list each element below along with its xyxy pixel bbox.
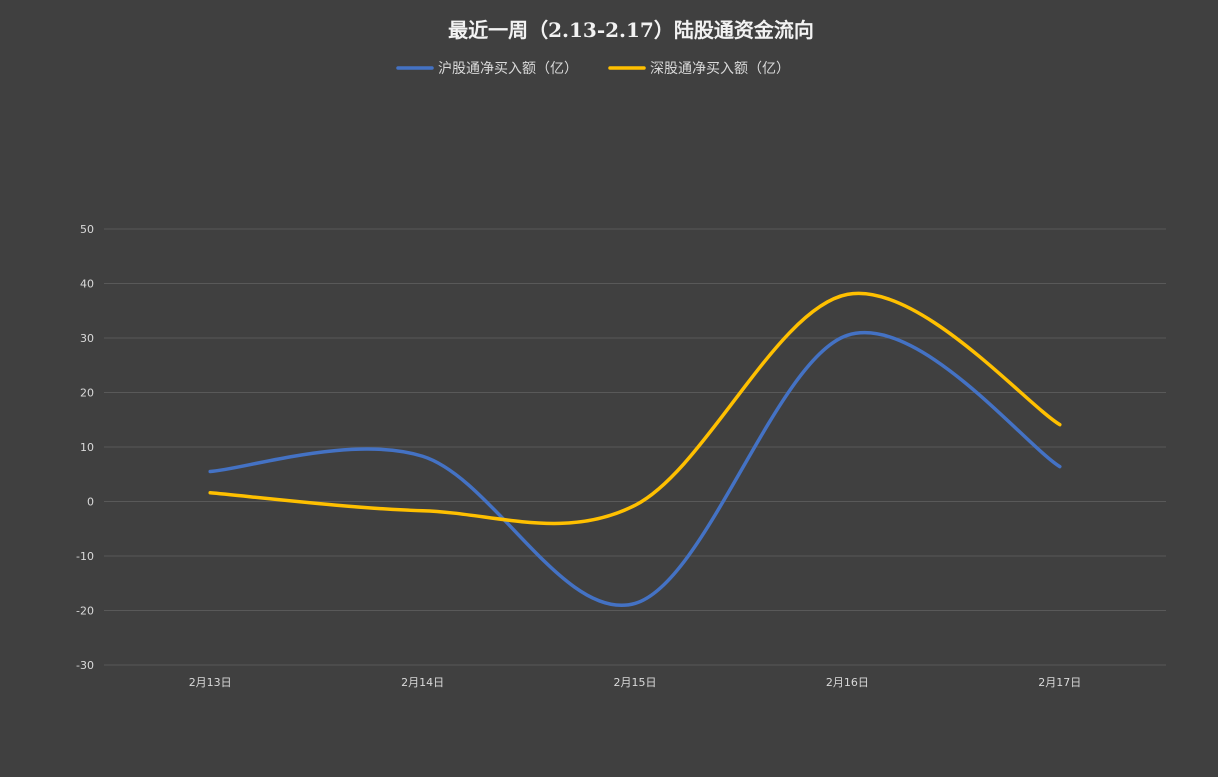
y-tick-label: 40: [80, 278, 94, 291]
y-axis-labels: 50 40 30 20 10 0 -10 -20 -30: [76, 223, 94, 672]
y-tick-label: 10: [80, 441, 94, 454]
legend: 沪股通净买入额（亿） 深股通净买入额（亿）: [396, 61, 790, 77]
series-line-1: [208, 291, 1062, 526]
x-tick-label: 2月13日: [189, 676, 232, 689]
y-tick-label: 30: [80, 332, 94, 345]
series-lines: [208, 291, 1062, 608]
y-tick-label: -10: [76, 550, 94, 563]
legend-label-sh: 沪股通净买入额（亿）: [438, 61, 578, 77]
x-tick-label: 2月16日: [826, 676, 869, 689]
x-tick-label: 2月15日: [614, 676, 657, 689]
chart-title: 最近一周（2.13-2.17）陆股通资金流向: [448, 18, 814, 42]
y-tick-label: 20: [80, 387, 94, 400]
x-tick-label: 2月14日: [401, 676, 444, 689]
legend-label-sz: 深股通净买入额（亿）: [650, 61, 790, 77]
series-line-0: [208, 331, 1062, 608]
x-tick-label: 2月17日: [1038, 676, 1081, 689]
y-tick-label: 0: [87, 496, 94, 509]
y-tick-label: 50: [80, 223, 94, 236]
gridlines: [104, 228, 1166, 666]
y-tick-label: -20: [76, 605, 94, 618]
x-axis-labels: 2月13日 2月14日 2月15日 2月16日 2月17日: [189, 676, 1082, 689]
y-tick-label: -30: [76, 659, 94, 672]
